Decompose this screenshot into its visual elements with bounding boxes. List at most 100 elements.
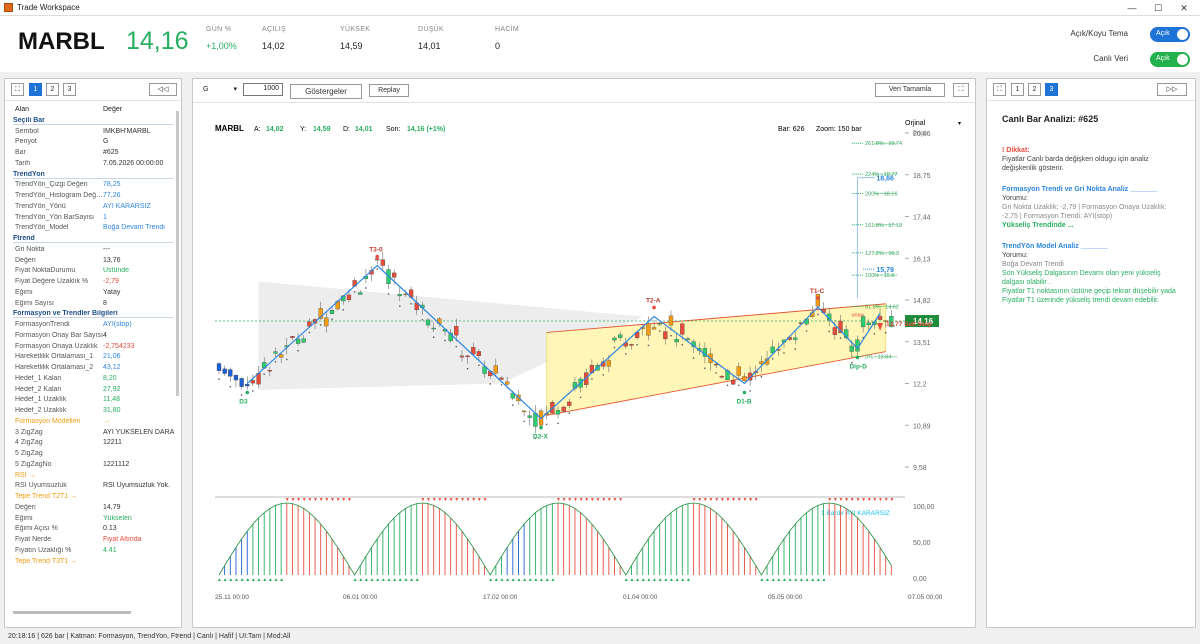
property-row[interactable]: Tepe Trend T3T1 → [15, 557, 78, 565]
osc-arrow: ▲ [810, 577, 815, 583]
candle-body [448, 332, 453, 342]
period-select[interactable]: G ▾ [203, 86, 237, 93]
property-row[interactable]: Eğimi Sayısı 8 [15, 299, 107, 307]
property-row[interactable]: Eğimi Yükselen [15, 514, 132, 522]
osc-arrow: ▲ [782, 577, 787, 583]
property-row[interactable]: Fiyatın Uzaklığı % 4.41 [15, 546, 117, 554]
candle-body [815, 294, 821, 307]
property-row[interactable]: Hareketlilik Ortalaması_1 21,06 [15, 353, 121, 361]
property-row[interactable]: Değeri 13,76 [15, 256, 121, 264]
osc-arrow: ▼ [867, 497, 872, 503]
maximize-button[interactable]: ☐ [1153, 3, 1163, 13]
property-row[interactable]: RSI → [15, 471, 36, 479]
property-row[interactable]: Formasyon Onaya Uzaklık -2,754233 [15, 342, 135, 350]
property-row[interactable]: Hedef_2 Kalan 27,92 [15, 385, 121, 393]
property-row[interactable]: Fiyat Değere Uzaklık % -2,79 [15, 278, 119, 285]
ftrend-dot [240, 394, 243, 396]
property-row[interactable]: Eğimi Yatay [15, 288, 121, 296]
left-page-2-button[interactable]: 2 [46, 83, 59, 96]
ftrend-dot [625, 353, 627, 355]
property-row[interactable]: 5 ZigZagNo 1221112 [15, 460, 130, 468]
property-row[interactable]: TrendYön_Histogram Değ… 77,26 [15, 192, 121, 199]
ftrend-dot [851, 361, 853, 364]
osc-arrow: ▼ [584, 497, 589, 503]
bar-count-input[interactable]: 1000 [243, 83, 283, 96]
ftrend-dot [828, 330, 830, 333]
right-collapse-button[interactable]: ▷▷ [1157, 83, 1187, 96]
property-grid: Alan Değer Seçili Bar Sembol IMKBH'MARBL Per… [9, 105, 177, 625]
ftrend-dot [579, 396, 582, 399]
replay-button[interactable]: Replay [369, 84, 409, 97]
property-row[interactable]: FormasyonTrendi AYI(stop) [15, 321, 132, 328]
price-tag-box [905, 315, 939, 328]
property-row[interactable]: TrendYön_Çizgi Değeri 78,25 [15, 181, 121, 189]
live-toggle-label: Canlı Veri [1093, 54, 1128, 63]
property-row[interactable]: Bar #625 [15, 149, 119, 156]
property-grid-header: Alan Değer [15, 106, 123, 113]
right-page-3-button[interactable]: 3 [1045, 83, 1058, 96]
property-row[interactable]: 5 ZigZag [15, 450, 43, 457]
property-row[interactable]: Tarih 7.05.2026 00:00:00 [15, 159, 164, 167]
right-expand-button[interactable]: ⛶ [993, 83, 1006, 96]
osc-arrow: ▲ [663, 577, 668, 583]
left-page-1-button[interactable]: 1 [29, 83, 42, 96]
property-row[interactable]: Hedef_1 Kalan 8,20 [15, 374, 117, 382]
property-row[interactable]: Formasyon Modelleri → [15, 417, 110, 425]
candle-body [612, 337, 617, 341]
osc-arrow: ▲ [409, 577, 414, 583]
property-row[interactable]: Sembol IMKBH'MARBL [15, 127, 151, 135]
close-button[interactable]: ✕ [1180, 3, 1188, 13]
theme-toggle[interactable]: Açık [1150, 27, 1190, 42]
stat-day-change: GÜN % +1,00% [206, 26, 237, 51]
live-toggle-row: Canlı Veri Açık [1040, 52, 1190, 67]
left-page-3-button[interactable]: 3 [63, 83, 76, 96]
property-row[interactable]: Tepe Trend T2T1 → [15, 493, 78, 500]
right-page-2-button[interactable]: 2 [1028, 83, 1041, 96]
property-row[interactable]: Fiyat Nerde Fiyat Altında [15, 536, 142, 543]
left-collapse-button[interactable]: ◁◁ [149, 83, 177, 96]
property-row[interactable]: Gri Nokta --- [15, 245, 110, 253]
chart-expand-button[interactable]: ⛶ [953, 83, 969, 97]
left-expand-button[interactable]: ⛶ [11, 83, 24, 96]
osc-arrow: ▲ [353, 577, 358, 583]
minimize-button[interactable]: — [1127, 3, 1137, 13]
property-grid-vscroll[interactable] [176, 111, 179, 396]
ftrend-dot [444, 339, 446, 342]
property-row[interactable]: TrendYön_Model Boğa Devam Trendi [15, 224, 165, 232]
ftrend-dot [636, 343, 638, 346]
ftrend-dot [884, 331, 887, 334]
pivot-marker [652, 305, 656, 310]
live-data-toggle[interactable]: Açık [1150, 52, 1190, 67]
price-chart[interactable]: MARBL A: 14,02 Y: 14,59 D: 14,01 Son: 14,16 (+1%… [193, 105, 975, 629]
y-tick-label: 17,44 [913, 215, 931, 222]
indicators-button[interactable]: Göstergeler [290, 84, 362, 99]
osc-arrow: ▲ [516, 577, 521, 583]
ftrend-dot [319, 324, 322, 326]
property-grid-hscroll[interactable] [13, 611, 131, 614]
property-row[interactable]: RSI Uyumsuzluk RSI Uyumsuzluk Yok. [15, 482, 170, 490]
property-row[interactable]: Hedef_1 Uzaklık 11,48 [15, 396, 120, 404]
property-row[interactable]: Değeri 14,79 [15, 503, 121, 511]
property-row[interactable]: Formasyon Onay Bar Sayısı 4 [15, 331, 107, 339]
candle-body [651, 327, 657, 330]
ftrend-dot [523, 420, 525, 423]
right-page-1-button[interactable]: 1 [1011, 83, 1024, 96]
ftrend-dot [839, 337, 842, 339]
candle-body [606, 360, 611, 367]
osc-arrow: ▲ [788, 577, 793, 583]
osc-arrow: ▲ [381, 577, 386, 583]
property-row[interactable]: Periyot G [15, 138, 109, 146]
osc-arrow: ▲ [228, 577, 233, 583]
property-row[interactable]: Hareketlilik Ortalaması_2 43,12 [15, 364, 121, 371]
candle-body [668, 315, 674, 326]
candle-body [877, 316, 883, 320]
property-row[interactable]: Hedef_2 Uzaklık 31,80 [15, 407, 121, 414]
complete-data-button[interactable]: Veri Tamamla [875, 83, 945, 97]
property-row[interactable]: TrendYön_Yönü AYI KARARSIZ [15, 202, 151, 210]
property-row[interactable]: Eğimi Açısı % 0.13 [15, 525, 117, 533]
property-row[interactable]: 4 ZigZag 12211 [15, 439, 122, 447]
property-row[interactable]: Fiyat NoktaDurumu Üstünde [15, 267, 130, 275]
osc-arrow: ▼ [878, 497, 883, 503]
property-row[interactable]: TrendYön_Yön BarSayısı 1 [15, 213, 107, 221]
